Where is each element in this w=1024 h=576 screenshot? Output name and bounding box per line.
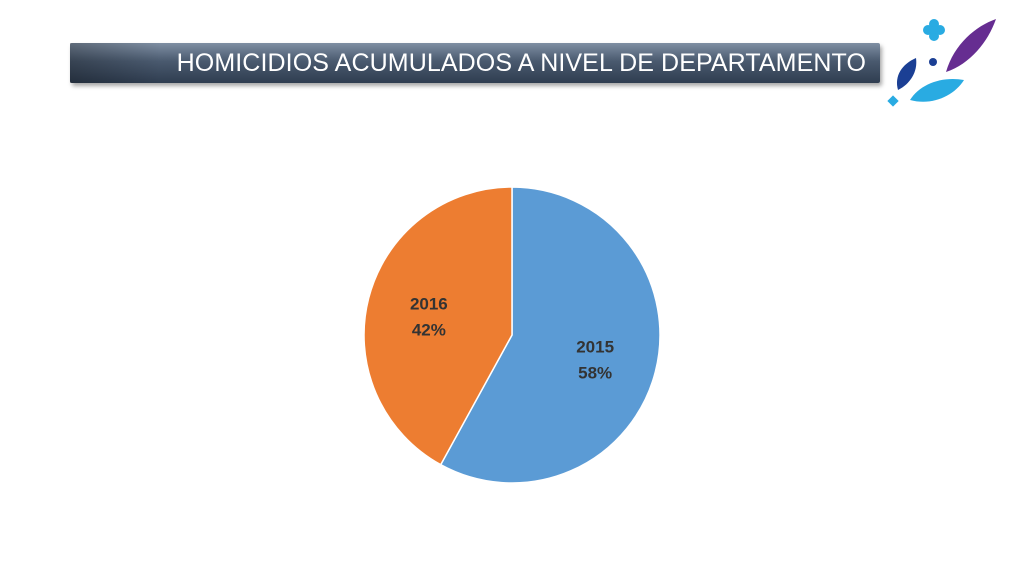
pie-slice-2016 [363,186,513,466]
title-banner: HOMICIDIOS ACUMULADOS A NIVEL DE DEPARTA… [70,43,880,83]
pie-slice-2015 [439,186,661,484]
slice-label-percent-2016: 42% [412,321,446,340]
institution-logo-icon [887,19,996,107]
slice-label-category-2015: 2015 [576,337,614,356]
slice-label-percent-2015: 58% [578,363,612,382]
slice-label-category-2016: 2016 [410,295,448,314]
page-title: HOMICIDIOS ACUMULADOS A NIVEL DE DEPARTA… [176,49,866,77]
